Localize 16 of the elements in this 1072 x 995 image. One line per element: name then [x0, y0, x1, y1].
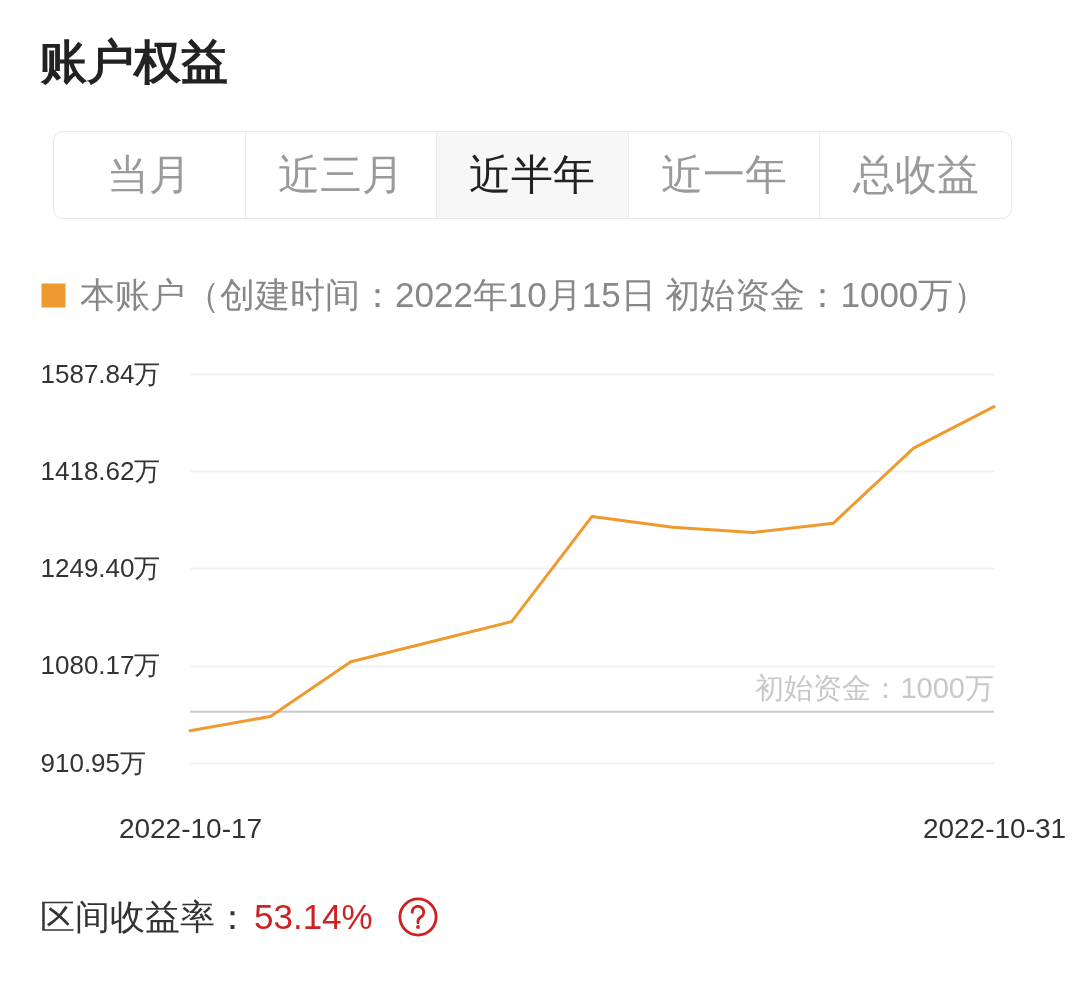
y-tick-label: 1587.84万 — [40, 358, 161, 389]
line-series — [188, 405, 996, 733]
legend-label: 本账户（创建时间：2022年10月15日 初始资金：1000万） — [80, 274, 989, 314]
y-tick-label: 1249.40万 — [40, 553, 161, 583]
chart-title: 账户权益 — [40, 34, 228, 90]
y-tick-label: 1080.17万 — [40, 650, 161, 681]
tab-button[interactable]: 总收益 — [819, 132, 1011, 218]
x-tick-label: 2022-10-17 — [118, 812, 263, 844]
tab-button[interactable]: 近半年 — [436, 132, 628, 218]
x-tick-label: 2022-10-31 — [922, 812, 1067, 844]
tab-button[interactable]: 当月 — [54, 132, 245, 218]
text: 53.14% — [254, 897, 373, 937]
text: 区间收益率： — [40, 895, 250, 938]
tab-button[interactable]: 近一年 — [627, 132, 820, 218]
y-tick-label: 910.95万 — [40, 747, 147, 778]
y-tick-label: 1418.62万 — [40, 455, 161, 486]
